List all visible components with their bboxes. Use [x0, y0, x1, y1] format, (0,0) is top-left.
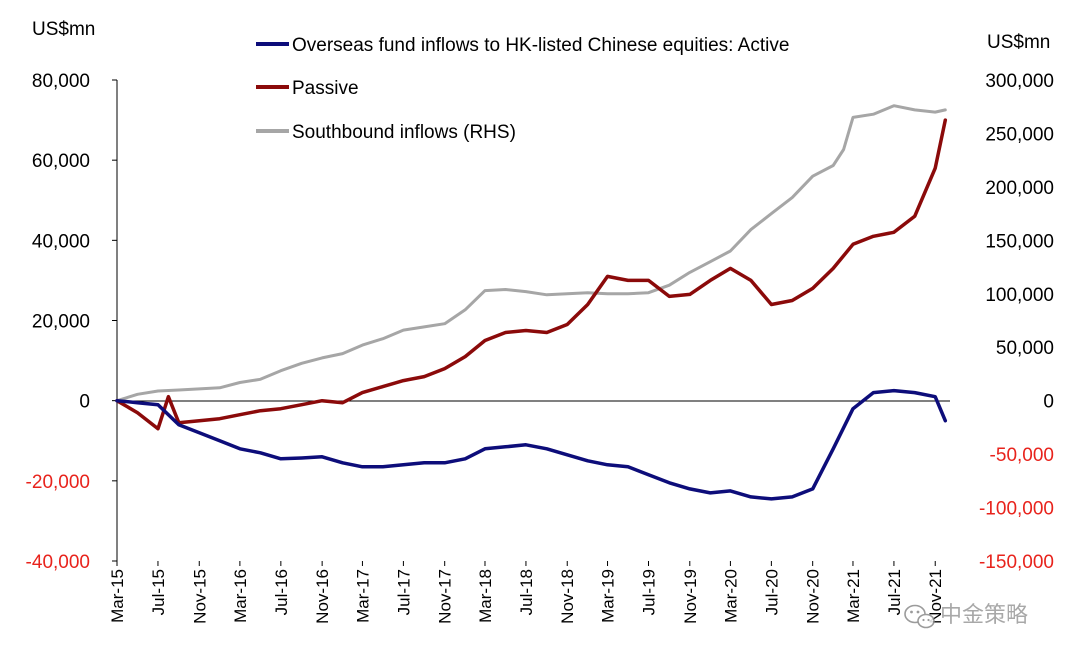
right-tick-label: -100,000: [979, 499, 1054, 520]
x-tick-label: Jul-19: [639, 569, 658, 615]
legend-label-active: Overseas fund inflows to HK-listed Chine…: [292, 35, 789, 56]
left-tick-label: 0: [79, 392, 90, 413]
right-tick-label: -50,000: [990, 445, 1054, 466]
x-tick-label: Nov-20: [804, 569, 823, 624]
left-tick-label: 40,000: [32, 231, 90, 252]
right-tick-label: 0: [1043, 392, 1054, 413]
right-tick-label: 150,000: [985, 231, 1054, 252]
x-axis-ticks: Mar-15 Jul-15 Nov-15 Mar-16 Jul-16 Nov-16 Mar-…: [108, 561, 945, 624]
x-tick-label: Mar-18: [476, 569, 495, 623]
right-axis-ticks: 300,000 250,000 200,000 150,000 100,000 50,00…: [979, 71, 1054, 573]
left-tick-label: 20,000: [32, 312, 90, 333]
left-tick-label: 80,000: [32, 71, 90, 92]
x-tick-label: Mar-15: [108, 569, 127, 623]
x-tick-label: Jul-21: [885, 569, 904, 615]
left-tick-label: -40,000: [26, 552, 90, 573]
x-tick-label: Mar-16: [231, 569, 250, 623]
legend-label-passive: Passive: [292, 78, 359, 99]
x-tick-label: Jul-17: [394, 569, 413, 615]
x-tick-label: Nov-17: [436, 569, 455, 624]
left-axis-unit: US$mn: [32, 19, 95, 40]
left-tick-label: -20,000: [26, 472, 90, 493]
left-axis-ticks: 80,000 60,000 40,000 20,000 0 -20,000 -40,000: [26, 71, 117, 573]
x-tick-label: Nov-16: [313, 569, 332, 624]
legend-label-southbound: Southbound inflows (RHS): [292, 122, 516, 143]
x-tick-label: Mar-17: [353, 569, 372, 623]
x-tick-label: Jul-15: [149, 569, 168, 615]
right-axis-unit: US$mn: [987, 32, 1050, 53]
series-lines: [115, 104, 948, 501]
x-tick-label: Nov-15: [190, 569, 209, 624]
right-tick-label: 250,000: [985, 124, 1054, 145]
x-tick-label: Jul-20: [762, 569, 781, 615]
right-tick-label: -150,000: [979, 552, 1054, 573]
watermark: 中金策略: [904, 603, 1028, 629]
legend: Overseas fund inflows to HK-listed Chine…: [256, 35, 789, 143]
wechat-icon: [904, 604, 935, 629]
right-tick-label: 200,000: [985, 178, 1054, 199]
x-tick-label: Mar-19: [599, 569, 618, 623]
series-line-passive: [115, 118, 948, 431]
x-tick-label: Mar-20: [721, 569, 740, 623]
x-tick-label: Nov-19: [681, 569, 700, 624]
series-line-active: [115, 388, 948, 501]
x-tick-label: Nov-18: [558, 569, 577, 624]
right-tick-label: 300,000: [985, 71, 1054, 92]
x-tick-label: Jul-16: [272, 569, 291, 615]
left-tick-label: 60,000: [32, 151, 90, 172]
right-tick-label: 100,000: [985, 285, 1054, 306]
x-tick-label: Jul-18: [517, 569, 536, 615]
watermark-text: 中金策略: [940, 603, 1028, 628]
x-tick-label: Nov-21: [926, 569, 945, 624]
right-tick-label: 50,000: [996, 338, 1054, 359]
x-tick-label: Mar-21: [844, 569, 863, 623]
series-line-southbound: [115, 104, 947, 403]
